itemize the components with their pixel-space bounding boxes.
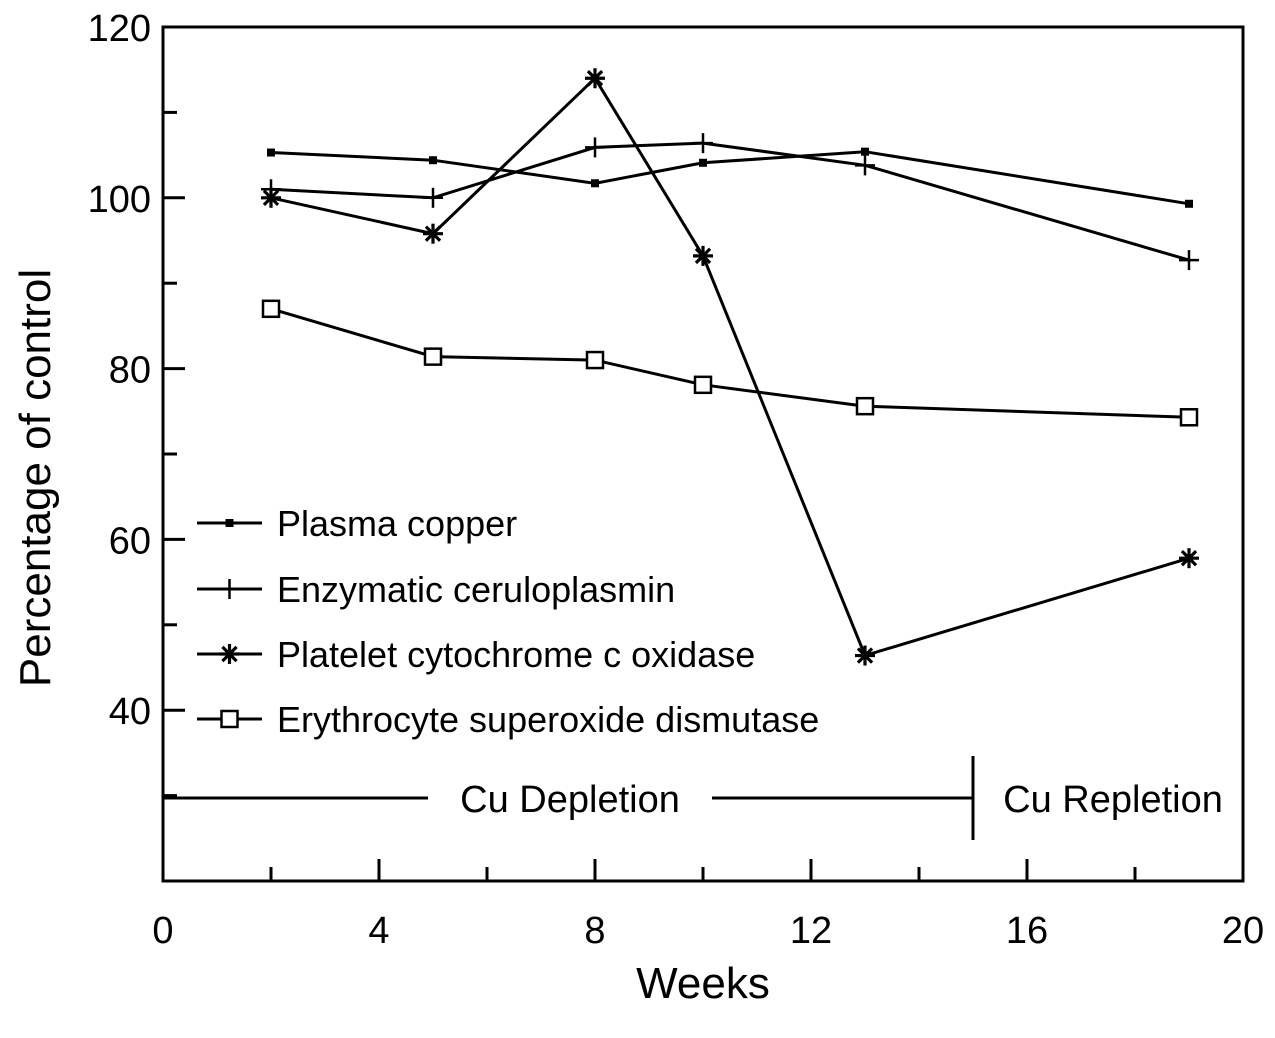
repletion-label: Cu Repletion — [1003, 779, 1223, 821]
data-point — [693, 245, 713, 266]
legend-entry: Enzymatic ceruloplasmin — [197, 569, 675, 610]
x-tick-label: 16 — [1006, 910, 1048, 952]
legend-marker — [225, 519, 234, 527]
legend-entry: Plasma copper — [197, 503, 517, 544]
asterisk-stroke — [856, 647, 874, 664]
data-point — [861, 147, 869, 156]
data-point — [591, 179, 599, 188]
data-point — [261, 299, 281, 319]
asterisk-stroke — [1180, 549, 1198, 567]
x-tick-label: 20 — [1222, 910, 1264, 952]
legend-label: Erythrocyte superoxide dismutase — [277, 699, 819, 740]
x-tick-label: 8 — [584, 910, 605, 952]
series-2 — [261, 133, 1199, 271]
asterisk-stroke — [262, 189, 280, 207]
data-point — [423, 187, 443, 208]
depletion-label: Cu Depletion — [460, 779, 680, 821]
series-line — [270, 307, 1190, 419]
asterisk-stroke — [586, 70, 604, 87]
data-point — [1179, 250, 1199, 271]
asterisk-stroke — [424, 225, 442, 242]
data-point — [1185, 199, 1193, 208]
data-point — [855, 645, 875, 666]
y-axis-title: Percentage of control — [11, 269, 60, 687]
data-point — [1179, 548, 1199, 569]
data-point — [429, 156, 437, 165]
legend-marker — [220, 709, 239, 729]
legend-entry: Platelet cytochrome c oxidase — [197, 634, 755, 675]
series-line — [270, 141, 1190, 262]
data-point — [699, 158, 707, 167]
data-point — [267, 148, 275, 157]
legend: Plasma copper Enzymatic ceruloplasmin Plat… — [197, 503, 819, 740]
series-4 — [261, 299, 1199, 427]
legend-entry: Erythrocyte superoxide dismutase — [197, 699, 819, 740]
x-axis-title: Weeks — [636, 959, 770, 1008]
series-line — [270, 150, 1190, 206]
series-3 — [261, 68, 1199, 666]
data-point — [423, 223, 443, 244]
axes: 0 4 8 12 16 20 40 60 80 100 120 — [88, 8, 1265, 952]
y-tick-label: 100 — [88, 179, 151, 221]
legend-label: Plasma copper — [277, 503, 517, 544]
legend-marker — [219, 579, 240, 599]
asterisk-stroke — [694, 247, 712, 265]
y-tick-label: 40 — [109, 691, 151, 733]
series-line — [270, 75, 1190, 658]
data-point — [585, 137, 605, 158]
series-1 — [267, 147, 1193, 208]
data-point — [693, 375, 713, 395]
series — [261, 68, 1199, 666]
data-point — [261, 187, 281, 208]
data-point — [855, 396, 875, 416]
y-tick-label: 80 — [109, 350, 151, 392]
data-point — [693, 133, 713, 154]
phase-annotations: Cu Depletion Cu Repletion — [163, 756, 1223, 840]
asterisk-stroke — [221, 645, 238, 663]
legend-label: Enzymatic ceruloplasmin — [277, 569, 675, 610]
legend-marker — [219, 644, 240, 664]
data-point — [423, 347, 443, 366]
data-point — [585, 68, 605, 89]
data-point — [585, 350, 605, 370]
x-tick-label: 0 — [152, 910, 173, 952]
data-point — [1179, 408, 1199, 427]
legend-label: Platelet cytochrome c oxidase — [277, 634, 755, 675]
data-point — [855, 155, 875, 176]
y-tick-label: 120 — [88, 8, 151, 50]
x-tick-label: 12 — [790, 910, 832, 952]
y-tick-label: 60 — [109, 520, 151, 562]
x-tick-label: 4 — [368, 910, 389, 952]
